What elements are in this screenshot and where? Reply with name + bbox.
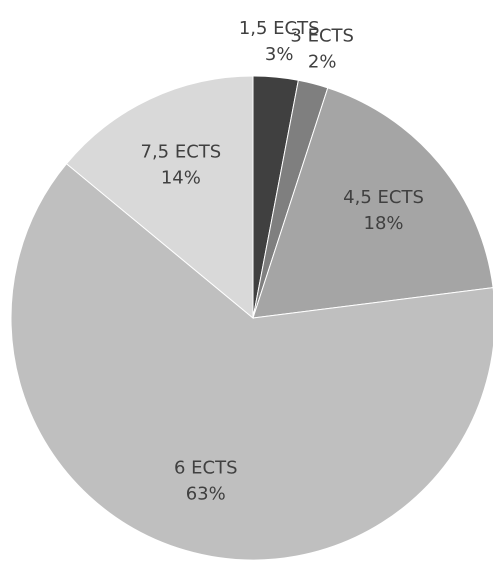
slice-value-label: 3% [265,44,294,65]
pie-slice [252,87,493,319]
slice-value-label: 63% [186,484,226,505]
slice-value-label: 2% [308,51,337,72]
slice-category: 4,5 ECTS [343,187,424,208]
slice-category: 1,5 ECTS [239,18,320,39]
slice-category: 3 ECTS [290,25,354,46]
slice-category: 7,5 ECTS [141,142,222,163]
slice-value-label: 14% [161,168,201,189]
pie-slice [65,75,254,320]
slice-category: 6 ECTS [174,458,238,479]
pie-slice [10,163,493,561]
slice-value-label: 18% [364,213,404,234]
